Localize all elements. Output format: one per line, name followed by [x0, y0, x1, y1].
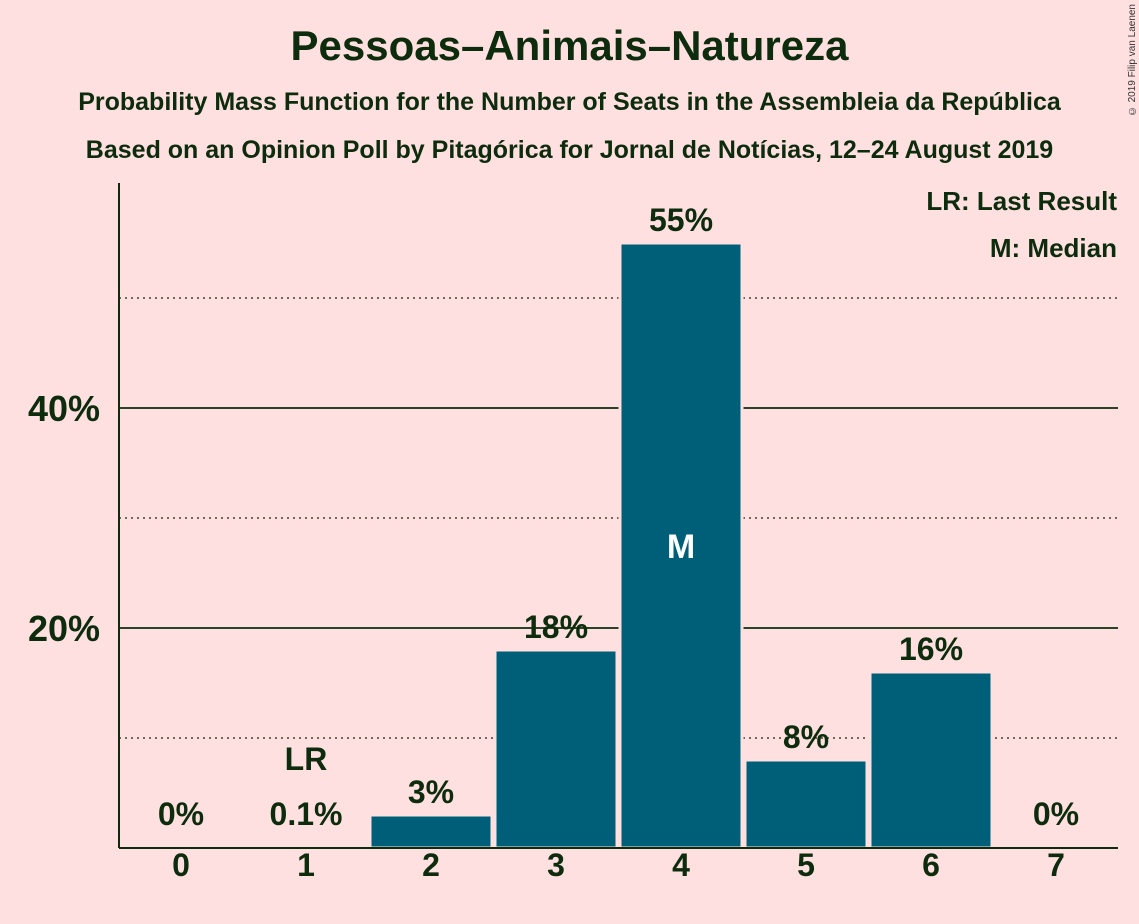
- value-label: 18%: [524, 609, 588, 645]
- value-label: 0%: [158, 796, 204, 832]
- x-tick-label: 3: [547, 847, 565, 883]
- value-label: 55%: [649, 202, 713, 238]
- bar: [743, 758, 869, 850]
- legend-median: M: Median: [990, 233, 1117, 263]
- chart-title: Pessoas–Animais–Natureza: [290, 22, 849, 69]
- y-tick-label: 20%: [28, 608, 100, 649]
- value-label: 0%: [1033, 796, 1079, 832]
- value-label: 8%: [783, 719, 829, 755]
- chart-subtitle: Probability Mass Function for the Number…: [78, 88, 1061, 116]
- x-tick-label: 0: [172, 847, 190, 883]
- y-tick-label: 40%: [28, 388, 100, 429]
- bar: [368, 813, 494, 850]
- x-tick-label: 5: [797, 847, 815, 883]
- x-tick-label: 2: [422, 847, 440, 883]
- value-label: 3%: [408, 774, 454, 810]
- bar: [618, 241, 744, 850]
- x-tick-label: 6: [922, 847, 940, 883]
- chart-source: Based on an Opinion Poll by Pitagórica f…: [85, 136, 1054, 164]
- x-tick-label: 4: [672, 847, 690, 883]
- bar: [868, 670, 994, 850]
- legend-last-result: LR: Last Result: [926, 186, 1117, 216]
- last-result-marker: LR: [285, 741, 328, 777]
- value-label: 0.1%: [270, 796, 343, 832]
- bar: [493, 648, 619, 850]
- value-label: 16%: [899, 631, 963, 667]
- x-tick-label: 1: [297, 847, 315, 883]
- x-tick-label: 7: [1047, 847, 1065, 883]
- median-marker: M: [667, 528, 695, 566]
